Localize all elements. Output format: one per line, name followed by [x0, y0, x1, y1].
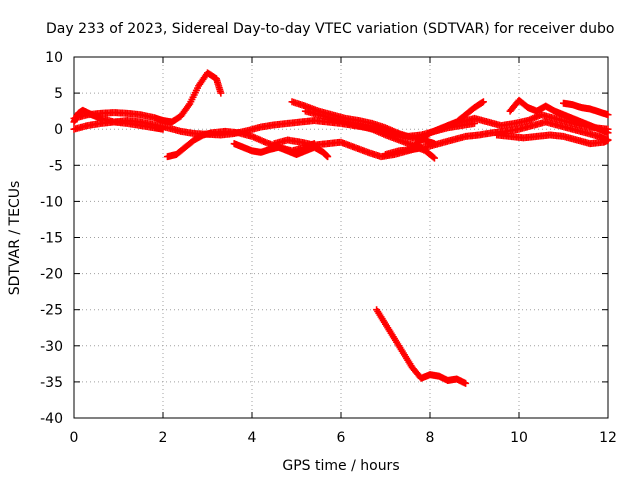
data-point-marker: [324, 153, 332, 161]
series-track-15: [373, 306, 470, 387]
series-track-13: [560, 99, 612, 119]
x-tick-label: 2: [159, 430, 168, 446]
y-tick-label: -35: [40, 375, 63, 391]
data-point-marker: [430, 154, 438, 162]
series-track-3: [70, 106, 167, 133]
chart-title: Day 233 of 2023, Sidereal Day-to-day VTE…: [46, 21, 614, 37]
x-tick-label: 4: [248, 430, 257, 446]
series-track-2: [70, 69, 225, 126]
data-point-marker: [604, 129, 612, 137]
x-tick-label: 8: [426, 430, 435, 446]
y-tick-label: -10: [40, 194, 63, 210]
x-tick-label: 0: [70, 430, 79, 446]
data-point-marker: [429, 153, 437, 161]
y-tick-label: -40: [40, 411, 63, 427]
x-tick-labels: 0 2 4 6 8 10 12: [70, 430, 617, 446]
data-point-marker: [217, 89, 225, 97]
y-tick-label: 10: [45, 50, 63, 66]
y-tick-label: -20: [40, 267, 63, 283]
y-tick-label: 0: [54, 122, 63, 138]
y-axis-title: SDTVAR / TECUs: [7, 181, 23, 296]
data-point-marker: [462, 379, 470, 387]
y-tick-label: -25: [40, 303, 63, 319]
x-tick-label: 12: [599, 430, 617, 446]
data-point-marker: [604, 111, 612, 119]
y-tick-label: 5: [54, 86, 63, 102]
series-track-9: [408, 98, 487, 151]
series-track-12: [506, 96, 612, 137]
series-track-5: [230, 140, 332, 161]
x-tick-label: 6: [337, 430, 346, 446]
series-track-14: [493, 131, 612, 148]
data-point-marker: [479, 98, 487, 106]
grid: [74, 57, 608, 418]
y-tick-labels: 10 5 0 -5 -10 -15 -20 -25 -30 -35 -40: [40, 50, 63, 427]
y-tick-label: -30: [40, 339, 63, 355]
x-axis-title: GPS time / hours: [282, 458, 399, 474]
data-point-marker: [159, 125, 167, 133]
y-tick-label: -5: [49, 158, 63, 174]
y-tick-label: -15: [40, 231, 63, 247]
data-points: [70, 69, 612, 387]
x-tick-label: 10: [510, 430, 528, 446]
data-point-marker: [604, 136, 612, 144]
plot-border: [73, 56, 609, 419]
